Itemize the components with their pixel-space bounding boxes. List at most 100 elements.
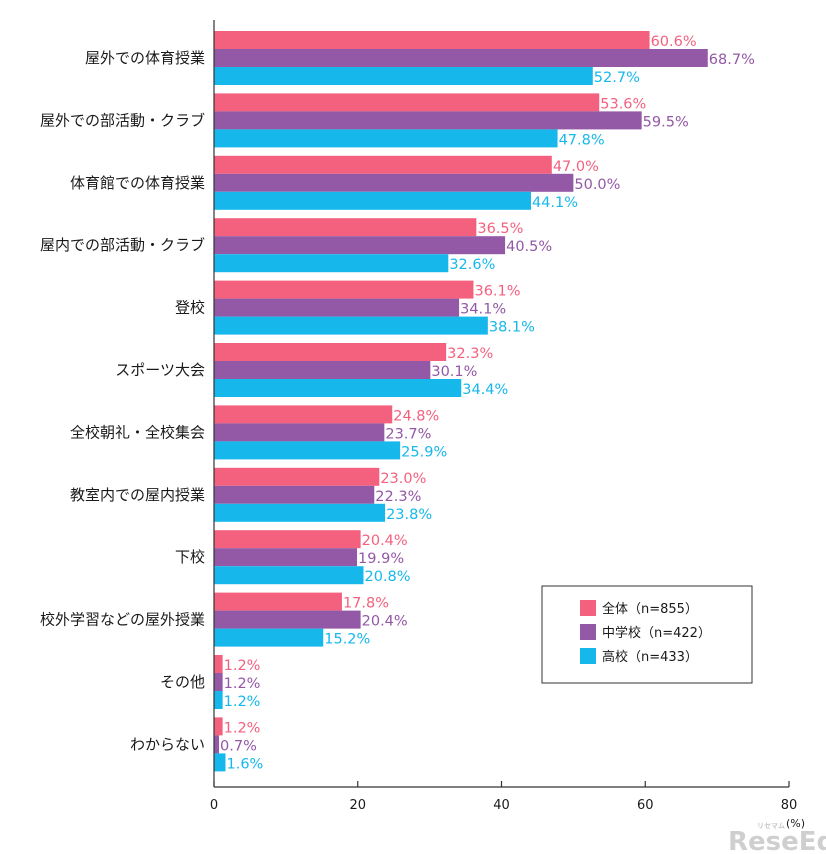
bar: [214, 423, 385, 442]
data-label: 1.2%: [224, 676, 261, 692]
legend-label: 高校（n=433）: [602, 649, 698, 665]
data-label: 20.4%: [362, 614, 408, 630]
data-label: 34.1%: [460, 302, 506, 318]
data-label: 1.6%: [227, 756, 264, 772]
bar: [214, 628, 324, 647]
bar: [214, 236, 506, 255]
bar: [214, 441, 401, 460]
bar: [214, 31, 650, 49]
data-label: 25.9%: [401, 444, 447, 460]
data-label: 15.2%: [324, 632, 370, 648]
bar: [214, 530, 361, 549]
category-label: 校外学習などの屋外授業: [40, 611, 205, 629]
category-label: 全校朝礼・全校集会: [70, 423, 205, 441]
data-label: 19.9%: [358, 551, 404, 567]
x-tick-label: 60: [637, 798, 654, 813]
bar: [214, 503, 386, 522]
data-label: 34.4%: [462, 382, 508, 398]
data-label: 36.1%: [474, 284, 520, 300]
bar: [214, 717, 223, 736]
data-label: 38.1%: [489, 320, 535, 336]
bar: [214, 280, 474, 299]
data-label: 20.4%: [362, 533, 408, 549]
data-label: 22.3%: [375, 489, 421, 505]
bar: [214, 343, 447, 361]
bar: [214, 735, 220, 754]
bar: [214, 467, 380, 486]
category-label: スポーツ大会: [115, 361, 205, 379]
x-axis-unit: (%): [786, 817, 805, 830]
data-label: 53.6%: [600, 96, 646, 112]
data-label: 59.5%: [643, 114, 689, 130]
data-label: 47.0%: [553, 159, 599, 175]
data-label: 44.1%: [532, 195, 578, 211]
legend-box: [541, 585, 753, 684]
x-tick-label: 40: [493, 798, 510, 813]
category-label: わからない: [130, 735, 205, 753]
data-label: 23.8%: [386, 507, 432, 523]
data-label: 40.5%: [506, 239, 552, 255]
bar: [214, 111, 642, 130]
category-label: 屋外での部活動・クラブ: [40, 111, 205, 129]
bar: [214, 49, 708, 67]
x-tick-label: 0: [210, 798, 218, 813]
legend-swatch: [580, 648, 596, 664]
value-labels-group: 60.6% 68.7% 52.7% 53.6% 59.5% 47.8% 47.0% 50.0%…: [219, 33, 757, 774]
legend-swatch: [580, 624, 596, 640]
watermark-big-text: ReseEd: [728, 827, 826, 854]
legend: 全体（n=855） 中学校（n=422） 高校（n=433）: [541, 585, 753, 684]
bar: [214, 691, 223, 709]
x-axis-ticks: 0 20 40 60 80: [210, 781, 797, 813]
category-label: 体育館での体育授業: [70, 174, 205, 192]
bar: [214, 485, 375, 504]
data-label: 1.2%: [224, 694, 261, 710]
bar: [214, 548, 358, 567]
category-label: 登校: [175, 299, 205, 317]
data-label: 52.7%: [594, 70, 640, 86]
data-label: 47.8%: [559, 132, 605, 148]
legend-label: 全体（n=855）: [602, 601, 698, 617]
x-tick-label: 20: [349, 798, 366, 813]
bar: [214, 316, 488, 335]
data-label: 24.8%: [393, 408, 439, 424]
legend-swatch: [580, 600, 596, 616]
category-labels-group: 屋外での体育授業屋外での部活動・クラブ体育館での体育授業屋内での部活動・クラブ登…: [40, 49, 205, 753]
data-label: 36.5%: [477, 221, 523, 237]
category-label: 教室内での屋内授業: [70, 486, 205, 504]
category-label: 屋外での体育授業: [85, 49, 205, 67]
bar: [214, 218, 477, 237]
bar: [214, 673, 223, 691]
legend-label: 中学校（n=422）: [602, 625, 711, 641]
data-label: 17.8%: [343, 596, 389, 612]
category-label: 屋内での部活動・クラブ: [40, 236, 205, 254]
x-tick-label: 80: [781, 798, 798, 813]
bar: [214, 361, 431, 379]
bar: [214, 298, 460, 317]
bar: [214, 129, 558, 148]
category-label: 下校: [175, 548, 205, 566]
bar: [214, 610, 361, 629]
bar: [214, 405, 393, 424]
watermark-small-text: リセマム: [757, 822, 785, 830]
bar: [214, 191, 531, 210]
data-label: 32.3%: [447, 346, 493, 362]
bar: [214, 254, 449, 273]
bar: [214, 67, 593, 85]
data-label: 20.8%: [365, 569, 411, 585]
bar: [214, 592, 342, 611]
watermark-logo: リセマム ReseEd: [728, 822, 826, 854]
bar: [214, 379, 462, 397]
bar: [214, 173, 574, 192]
bar: [214, 655, 223, 673]
data-label: 60.6%: [651, 34, 697, 50]
data-label: 23.0%: [380, 471, 426, 487]
category-label: その他: [160, 673, 205, 691]
bar: [214, 155, 552, 174]
bar: [214, 753, 226, 772]
data-label: 30.1%: [431, 364, 477, 380]
bar: [214, 566, 364, 585]
data-label: 50.0%: [574, 177, 620, 193]
data-label: 32.6%: [449, 257, 495, 273]
bars-group: [214, 31, 708, 772]
